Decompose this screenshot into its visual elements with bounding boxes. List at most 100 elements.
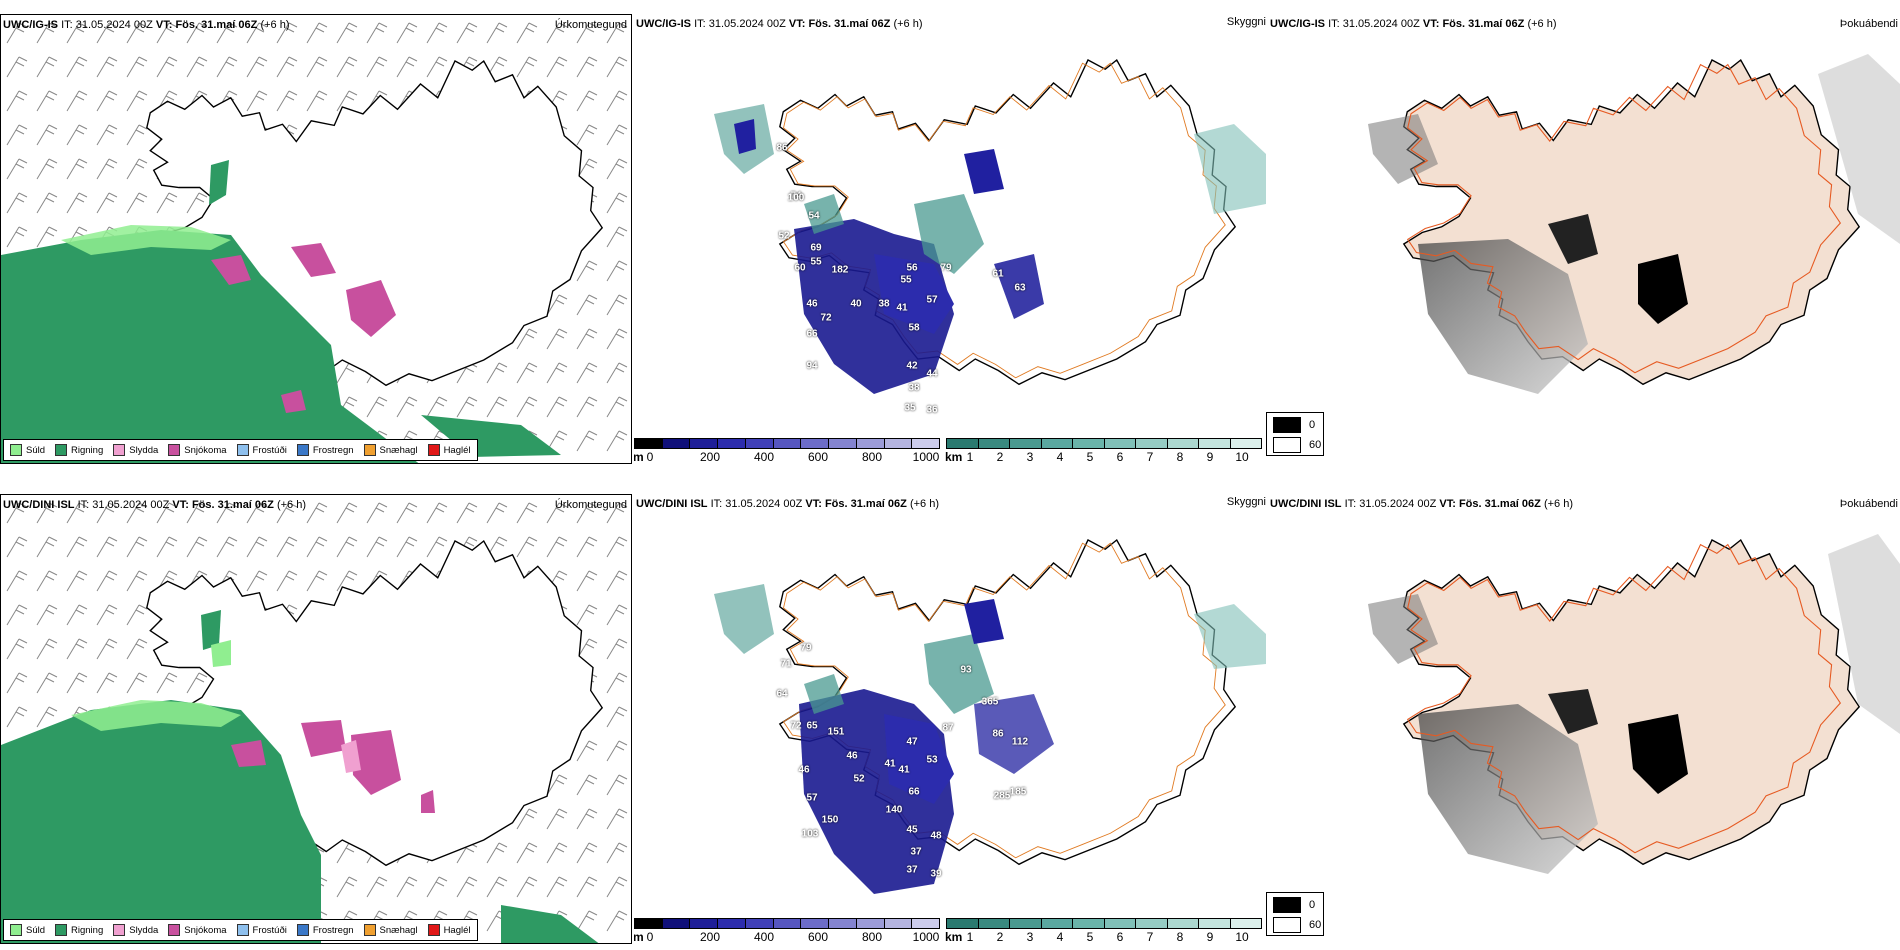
fog-map-top bbox=[1368, 54, 1900, 394]
visibility-scale-cells bbox=[946, 438, 1262, 449]
ceiling-value: 41 bbox=[896, 302, 908, 314]
ceiling-value: 38 bbox=[908, 382, 920, 394]
fog-legend-max: 60 bbox=[1273, 917, 1321, 933]
header-top-fog: UWC/IG-IS IT: 31.05.2024 00Z VT: Fös. 31… bbox=[1270, 18, 1557, 30]
ceiling-value: 36 bbox=[926, 404, 938, 416]
ceiling-panel-top: UWC/IG-IS IT: 31.05.2024 00Z VT: Fös. 31… bbox=[634, 14, 1266, 464]
fog-legend-min: 0 bbox=[1273, 417, 1315, 433]
ceiling-value: 151 bbox=[827, 726, 845, 738]
ceiling-scale-cells bbox=[634, 918, 940, 929]
title-precip-bottom: Úrkomutegund bbox=[554, 499, 627, 511]
visibility-scale-unit: km bbox=[945, 930, 963, 944]
ceiling-value: 72 bbox=[820, 312, 832, 324]
ceiling-value: 365 bbox=[981, 696, 999, 708]
fog-panel-top: UWC/IG-IS IT: 31.05.2024 00Z VT: Fös. 31… bbox=[1268, 14, 1900, 464]
ceiling-scale-top: m 0 200 400 600 800 1000 bbox=[634, 438, 940, 464]
legend-item-graupel: Snæhagl bbox=[363, 444, 418, 456]
title-ceiling-bottom: Skyggni bbox=[1226, 496, 1266, 508]
ceiling-value: 39 bbox=[930, 868, 942, 880]
ceiling-value: 56 bbox=[906, 262, 918, 274]
ceiling-value: 64 bbox=[776, 688, 788, 700]
visibility-scale-unit: km bbox=[945, 450, 963, 464]
legend-item-rain: Rigning bbox=[55, 924, 103, 936]
ceiling-value: 66 bbox=[908, 786, 920, 798]
ceiling-value: 44 bbox=[926, 368, 938, 380]
ceiling-value: 74 bbox=[790, 190, 802, 202]
visibility-scale-top: km 1 2 3 4 5 6 7 8 9 10 bbox=[945, 438, 1262, 464]
visibility-scale-labels: 1 2 3 4 5 6 7 8 9 10 bbox=[966, 450, 1249, 464]
legend-item-sleet: Slydda bbox=[113, 444, 158, 456]
header-bottom-fog: UWC/DINI ISL IT: 31.05.2024 00Z VT: Fös.… bbox=[1270, 498, 1573, 510]
fog-panel-bottom: UWC/DINI ISL IT: 31.05.2024 00Z VT: Fös.… bbox=[1268, 494, 1900, 944]
ceiling-value: 140 bbox=[885, 804, 903, 816]
ceiling-value: 47 bbox=[906, 736, 918, 748]
fog-legend-bottom: 0 60 bbox=[1266, 892, 1324, 936]
legend-item-rain: Rigning bbox=[55, 444, 103, 456]
ceiling-value: 46 bbox=[806, 298, 818, 310]
visibility-scale-bottom: km 1 2 3 4 5 6 7 8 9 10 bbox=[945, 918, 1262, 944]
title-precip-top: Úrkomutegund bbox=[554, 19, 627, 31]
ceiling-scale-bottom: m 0 200 400 600 800 1000 bbox=[634, 918, 940, 944]
ceiling-value: 42 bbox=[906, 360, 918, 372]
ceiling-value: 72 bbox=[790, 720, 802, 732]
precip-type-panel-top: UWC/IG-IS IT: 31.05.2024 00Z VT: Fös. 31… bbox=[0, 14, 632, 464]
ceiling-value: 112 bbox=[1011, 736, 1029, 748]
precip-type-map-bottom bbox=[1, 495, 631, 943]
header-bottom-precip: UWC/DINI ISL IT: 31.05.2024 00Z VT: Fös.… bbox=[3, 499, 306, 511]
precip-legend-bottom: Súld Rigning Slydda Snjókoma Frostúði Fr… bbox=[3, 919, 478, 941]
header-top-precip: UWC/IG-IS IT: 31.05.2024 00Z VT: Fös. 31… bbox=[3, 19, 290, 31]
legend-item-sudd: Súld bbox=[10, 924, 45, 936]
legend-item-hail: Haglél bbox=[427, 924, 471, 936]
visibility-scale-labels: 1 2 3 4 5 6 7 8 9 10 bbox=[966, 930, 1249, 944]
ceiling-value: 66 bbox=[806, 328, 818, 340]
title-fog-bottom: Þokuábendi bbox=[1839, 498, 1898, 510]
ceiling-value: 52 bbox=[778, 230, 790, 242]
legend-item-freezing-rain: Frostregn bbox=[296, 924, 354, 936]
ceiling-value: 55 bbox=[900, 274, 912, 286]
ceiling-scale-unit: m bbox=[634, 450, 644, 464]
ceiling-value: 65 bbox=[806, 720, 818, 732]
ceiling-value: 94 bbox=[806, 360, 818, 372]
ceiling-value: 46 bbox=[798, 764, 810, 776]
ceiling-value: 103 bbox=[801, 828, 819, 840]
ceiling-value: 53 bbox=[926, 754, 938, 766]
legend-item-graupel: Snæhagl bbox=[363, 924, 418, 936]
precip-legend-top: Súld Rigning Slydda Snjókoma Frostúði Fr… bbox=[3, 439, 478, 461]
ceiling-value: 100 bbox=[787, 192, 805, 204]
ceiling-scale-labels: 0 200 400 600 800 1000 bbox=[646, 930, 940, 944]
ceiling-value: 60 bbox=[794, 262, 806, 274]
ceiling-value: 63 bbox=[1014, 282, 1026, 294]
ceiling-value: 185 bbox=[1009, 786, 1027, 798]
legend-item-freezing-drizzle: Frostúði bbox=[236, 444, 287, 456]
ceiling-value: 87 bbox=[942, 722, 954, 734]
legend-item-sleet: Slydda bbox=[113, 924, 158, 936]
ceiling-value: 37 bbox=[910, 846, 922, 858]
legend-item-freezing-drizzle: Frostúði bbox=[236, 924, 287, 936]
ceiling-value: 150 bbox=[821, 814, 839, 826]
header-bottom-ceiling: UWC/DINI ISL IT: 31.05.2024 00Z VT: Fös.… bbox=[636, 498, 939, 510]
ceiling-map-top bbox=[714, 59, 1266, 394]
title-fog-top: Þokuábendi bbox=[1839, 18, 1898, 30]
ceiling-value: 58 bbox=[908, 322, 920, 334]
header-top-ceiling: UWC/IG-IS IT: 31.05.2024 00Z VT: Fös. 31… bbox=[636, 18, 923, 30]
fog-legend-min: 0 bbox=[1273, 897, 1315, 913]
ceiling-value: 86 bbox=[776, 142, 788, 154]
ceiling-value: 48 bbox=[930, 830, 942, 842]
ceiling-value: 285 bbox=[993, 790, 1011, 802]
title-ceiling-top: Skyggni bbox=[1226, 16, 1266, 28]
ceiling-value: 69 bbox=[810, 242, 822, 254]
ceiling-value: 86 bbox=[992, 728, 1004, 740]
ceiling-value: 57 bbox=[926, 294, 938, 306]
ceiling-value: 54 bbox=[808, 210, 820, 222]
visibility-scale-cells bbox=[946, 918, 1262, 929]
ceiling-value: 79 bbox=[940, 262, 952, 274]
precip-type-panel-bottom: UWC/DINI ISL IT: 31.05.2024 00Z VT: Fös.… bbox=[0, 494, 632, 944]
ceiling-scale-cells bbox=[634, 438, 940, 449]
legend-item-freezing-rain: Frostregn bbox=[296, 444, 354, 456]
legend-item-hail: Haglél bbox=[427, 444, 471, 456]
ceiling-value: 37 bbox=[906, 864, 918, 876]
ceiling-value: 55 bbox=[810, 256, 822, 268]
legend-item-sudd: Súld bbox=[10, 444, 45, 456]
ceiling-value: 35 bbox=[904, 402, 916, 414]
legend-item-snow: Snjókoma bbox=[168, 444, 227, 456]
